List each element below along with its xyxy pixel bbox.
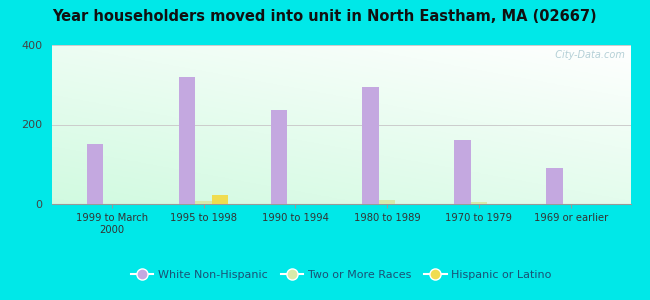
Bar <box>195 201 212 204</box>
Bar <box>362 87 379 204</box>
Text: Year householders moved into unit in North Eastham, MA (02667): Year householders moved into unit in Nor… <box>53 9 597 24</box>
Bar <box>212 195 228 204</box>
Bar <box>454 140 471 204</box>
Bar <box>179 77 195 204</box>
Bar <box>379 200 395 204</box>
Bar <box>87 144 103 204</box>
Legend: White Non-Hispanic, Two or More Races, Hispanic or Latino: White Non-Hispanic, Two or More Races, H… <box>127 266 556 284</box>
Bar <box>270 110 287 204</box>
Bar <box>546 168 562 204</box>
Bar <box>471 202 488 204</box>
Text: City-Data.com: City-Data.com <box>549 50 625 60</box>
